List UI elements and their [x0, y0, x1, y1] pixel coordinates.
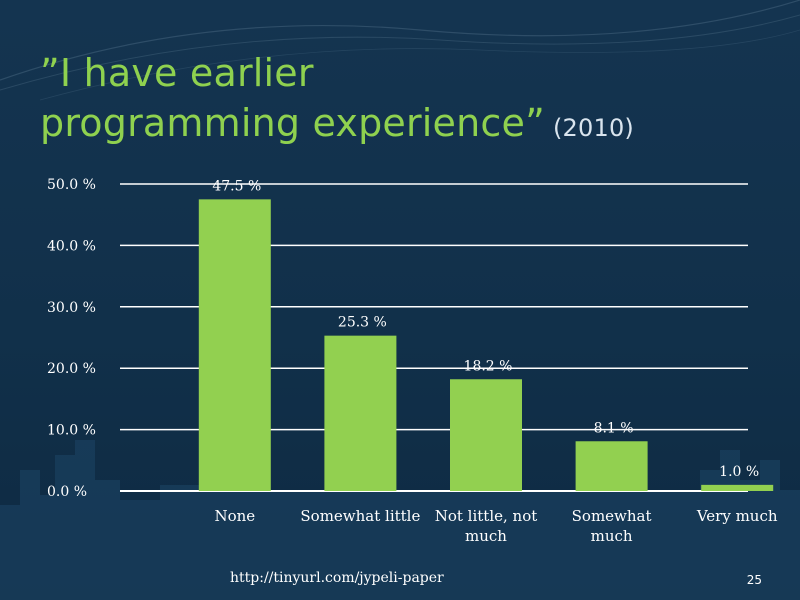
slide-number: 25: [747, 573, 762, 587]
x-category-label-line: much: [537, 526, 687, 546]
bar: [324, 336, 396, 491]
bar: [701, 485, 773, 491]
data-label: 25.3 %: [338, 315, 387, 331]
data-label: 8.1 %: [594, 420, 634, 436]
data-label: 18.2 %: [464, 358, 513, 374]
y-tick-label: 30.0 %: [47, 300, 96, 316]
source-url[interactable]: http://tinyurl.com/jypeli-paper: [230, 570, 444, 586]
y-tick-label: 0.0 %: [47, 484, 87, 500]
x-category-label-line: Very much: [662, 506, 800, 526]
x-category-label: Very much: [662, 506, 800, 526]
y-tick-label: 50.0 %: [47, 177, 96, 193]
bars: [199, 199, 773, 491]
y-tick-label: 40.0 %: [47, 238, 96, 254]
y-tick-label: 10.0 %: [47, 423, 96, 439]
data-label: 1.0 %: [719, 464, 759, 480]
data-label: 47.5 %: [212, 178, 261, 194]
bar: [199, 199, 271, 491]
bar: [450, 379, 522, 491]
y-tick-label: 20.0 %: [47, 361, 96, 377]
y-axis-ticks: 0.0 % 10.0 % 20.0 % 30.0 % 40.0 % 50.0 %: [47, 177, 96, 500]
bar: [576, 441, 648, 491]
